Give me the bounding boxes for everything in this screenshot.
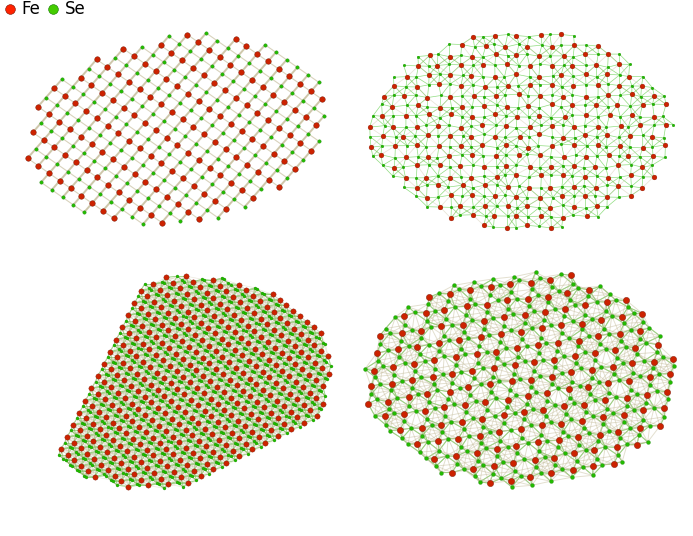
Text: Fe: Fe xyxy=(21,0,40,18)
Text: Se: Se xyxy=(65,0,85,18)
Text: c: c xyxy=(14,267,29,294)
Text: d: d xyxy=(360,267,378,294)
Text: a: a xyxy=(14,18,30,45)
Text: b: b xyxy=(360,18,378,45)
